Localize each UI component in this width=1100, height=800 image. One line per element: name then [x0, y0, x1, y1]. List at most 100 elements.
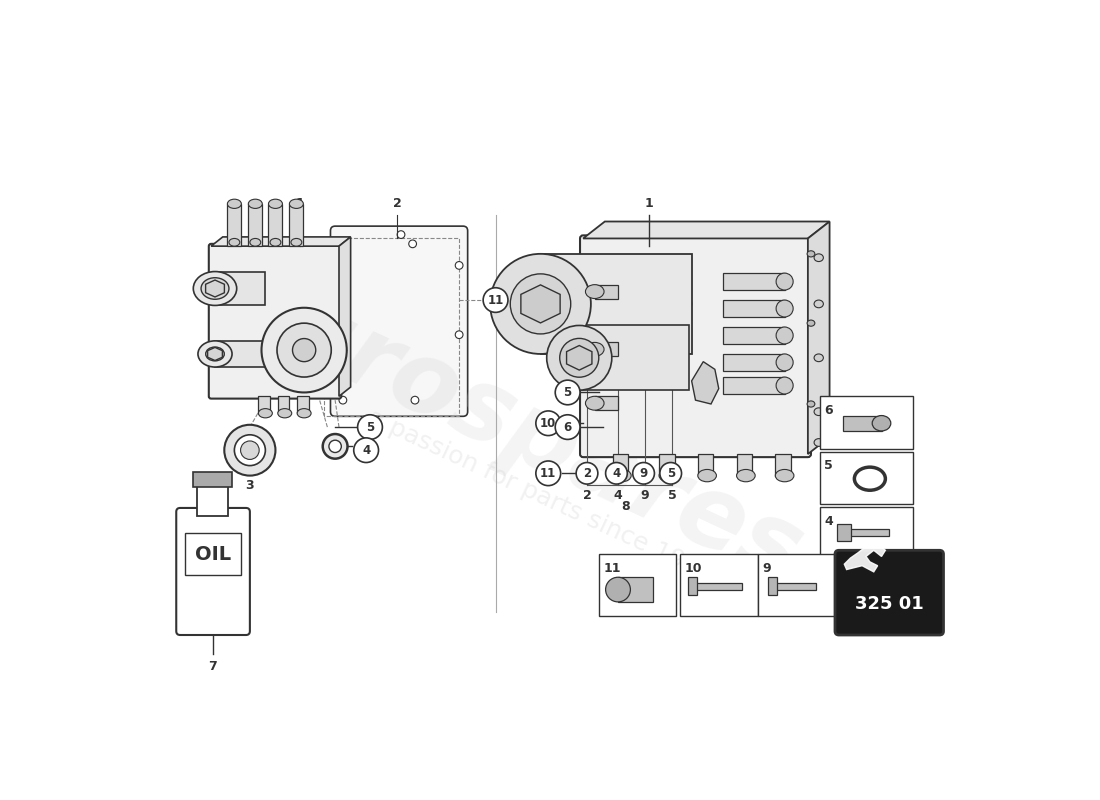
Text: 6: 6 — [563, 421, 572, 434]
Polygon shape — [521, 285, 560, 323]
Ellipse shape — [547, 326, 612, 390]
Bar — [737, 454, 752, 476]
Ellipse shape — [234, 435, 265, 466]
Text: 6: 6 — [824, 404, 833, 417]
Text: a passion for parts since 1965: a passion for parts since 1965 — [364, 406, 717, 587]
Circle shape — [556, 414, 580, 439]
Bar — [613, 454, 628, 476]
Bar — [268, 204, 283, 246]
Bar — [297, 396, 309, 414]
Text: 5: 5 — [366, 421, 374, 434]
Text: 2: 2 — [583, 489, 592, 502]
Text: 9: 9 — [762, 562, 771, 575]
Ellipse shape — [198, 341, 232, 367]
Polygon shape — [211, 237, 351, 246]
FancyBboxPatch shape — [580, 235, 811, 457]
Ellipse shape — [777, 377, 793, 394]
Bar — [820, 507, 913, 559]
Ellipse shape — [777, 354, 793, 371]
Bar — [598, 554, 676, 616]
Circle shape — [397, 230, 405, 238]
Ellipse shape — [872, 415, 891, 431]
Text: 4: 4 — [362, 444, 371, 457]
Text: 7: 7 — [208, 661, 217, 674]
Text: 11: 11 — [603, 562, 620, 575]
Ellipse shape — [224, 425, 275, 476]
Circle shape — [536, 411, 561, 435]
Polygon shape — [566, 346, 592, 370]
Ellipse shape — [329, 440, 341, 453]
Text: 5: 5 — [563, 386, 572, 399]
FancyBboxPatch shape — [185, 534, 241, 575]
Bar — [249, 204, 262, 246]
Ellipse shape — [807, 401, 815, 407]
Polygon shape — [583, 222, 829, 238]
Circle shape — [455, 262, 463, 270]
Ellipse shape — [560, 338, 598, 378]
Ellipse shape — [606, 578, 630, 602]
Ellipse shape — [807, 250, 815, 257]
Ellipse shape — [777, 273, 793, 290]
Text: OIL: OIL — [195, 546, 231, 565]
Text: 11: 11 — [540, 467, 557, 480]
Bar — [758, 554, 835, 616]
Ellipse shape — [249, 199, 262, 209]
Bar — [659, 454, 674, 476]
Bar — [847, 529, 889, 537]
Ellipse shape — [258, 409, 273, 418]
Bar — [278, 396, 289, 414]
Ellipse shape — [585, 342, 604, 356]
Ellipse shape — [814, 254, 824, 262]
Circle shape — [536, 461, 561, 486]
Bar — [776, 454, 791, 476]
Ellipse shape — [777, 327, 793, 344]
Polygon shape — [339, 237, 351, 396]
Text: 10: 10 — [684, 562, 702, 575]
Text: 2: 2 — [393, 197, 402, 210]
Ellipse shape — [814, 408, 824, 415]
Text: 325 01: 325 01 — [855, 595, 924, 613]
Circle shape — [358, 414, 383, 439]
Ellipse shape — [293, 338, 316, 362]
Circle shape — [483, 288, 508, 312]
Circle shape — [354, 438, 378, 462]
Bar — [688, 578, 697, 595]
Bar — [692, 582, 742, 590]
Ellipse shape — [814, 354, 824, 362]
Ellipse shape — [659, 470, 678, 482]
Text: 11: 11 — [487, 294, 504, 306]
Ellipse shape — [289, 199, 304, 209]
Circle shape — [576, 462, 598, 484]
Ellipse shape — [228, 199, 241, 209]
Ellipse shape — [776, 470, 794, 482]
Ellipse shape — [241, 441, 260, 459]
Polygon shape — [692, 362, 718, 404]
Polygon shape — [206, 280, 224, 297]
Bar — [580, 326, 690, 390]
Bar — [540, 254, 692, 354]
Text: eurospares: eurospares — [202, 250, 816, 605]
Ellipse shape — [814, 438, 824, 446]
Ellipse shape — [510, 274, 571, 334]
Text: 1: 1 — [296, 197, 305, 210]
FancyBboxPatch shape — [176, 508, 250, 635]
Circle shape — [660, 462, 682, 484]
Ellipse shape — [297, 409, 311, 418]
Bar — [595, 396, 618, 410]
Ellipse shape — [777, 300, 793, 317]
Ellipse shape — [585, 396, 604, 410]
FancyBboxPatch shape — [330, 226, 468, 416]
Text: 3: 3 — [245, 478, 254, 492]
Ellipse shape — [250, 238, 261, 246]
Circle shape — [632, 462, 654, 484]
Bar — [595, 285, 618, 298]
Bar — [723, 273, 784, 290]
Text: 2: 2 — [583, 467, 591, 480]
Bar — [323, 238, 459, 415]
Ellipse shape — [737, 470, 756, 482]
Ellipse shape — [613, 470, 631, 482]
Bar — [820, 452, 913, 504]
Bar — [680, 554, 758, 616]
Bar — [820, 396, 913, 449]
Ellipse shape — [206, 347, 224, 361]
